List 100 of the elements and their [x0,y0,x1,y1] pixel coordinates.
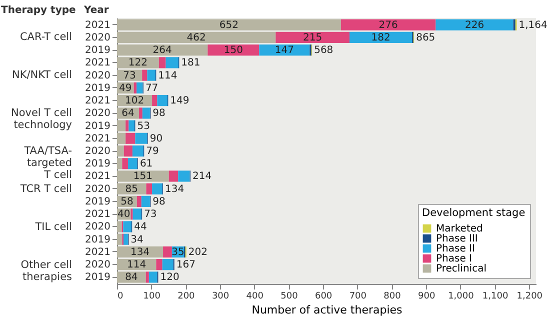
y-tick-label: 2019 [85,45,110,56]
y-tick-label: 2020 [85,260,110,271]
data-label: 652 [219,20,239,31]
x-tick-label: 400 [246,292,264,302]
text: TIL cell [34,221,72,233]
legend-label: Phase I [436,254,472,264]
bar [136,82,143,94]
y-tick-label: 2020 [85,146,110,157]
bar [166,57,178,68]
data-label: 226 [464,20,484,31]
total-label: 1,164 [518,20,548,31]
data-label: 182 [371,32,390,44]
data-label: 264 [152,45,172,56]
total-label: 73 [144,209,157,220]
text: Year [83,5,109,16]
data-label: 276 [378,20,398,31]
y-tick-label: 2021 [85,20,110,31]
y-tick-label: 2021 [85,96,110,107]
y-tick-label: 2020 [85,184,110,195]
legend-label: Phase III [436,234,478,244]
data-label: 64 [122,108,134,120]
bar [436,19,514,30]
total-label: 61 [140,158,153,170]
legend-title: Development stage [422,207,526,219]
y-tick-label: 2019 [85,158,110,170]
y-tick-label: 2019 [85,272,110,284]
data-label: 40 [118,209,130,220]
bar [132,208,142,220]
total-label: 98 [152,196,166,208]
total-label: 44 [134,222,147,233]
y-tick-label: 2021 [85,209,110,220]
bar [168,170,178,182]
data-label: 462 [186,32,206,44]
bar [146,183,152,194]
x-tick-label: 900 [418,292,436,302]
total-label: 167 [176,260,196,271]
text: Therapy type [1,5,76,16]
x-axis-title: Number of active therapies [252,304,403,316]
bar [157,94,168,106]
bar [142,70,148,81]
data-label: 58 [120,196,134,208]
bar [142,108,150,119]
bar [147,70,156,81]
x-tick-label: 1,000 [448,292,474,302]
x-tick-label: 800 [384,292,402,302]
x-tick-label: 300 [212,292,230,302]
data-label: 102 [124,96,144,107]
total-label: 149 [170,96,190,107]
text: NK/NKT cell [12,69,72,81]
text: Novel T cell technology [10,107,72,131]
text: CAR-T cell [20,31,72,43]
x-tick-label: 1,100 [482,292,508,302]
bar [138,108,142,119]
bar [152,183,162,194]
x-tick-label: 600 [314,292,332,302]
y-tick-label: 2021 [85,171,110,182]
bar [152,94,158,106]
legend-label: Preclinical [436,264,486,274]
y-tick-label: 2020 [85,108,110,120]
bar [146,272,149,283]
data-label: 151 [133,171,152,182]
total-label: 34 [130,234,144,246]
total-label: 181 [181,58,200,69]
bar [136,196,142,208]
y-tick-label: 2019 [85,234,110,246]
data-label: 147 [274,45,294,56]
data-label: 150 [224,45,243,56]
data-label: 134 [130,246,150,258]
bar [156,259,162,270]
x-tick-label: 1,200 [516,292,543,302]
y-tick-label: 2019 [85,196,110,208]
data-label: 84 [125,272,138,284]
total-label: 134 [165,184,184,195]
y-tick-label: 2019 [85,120,110,132]
y-tick-label: 2020 [85,222,110,233]
legend-label: Phase II [436,244,475,254]
bar [128,120,135,132]
legend-label: Marketed [436,224,483,234]
x-tick-label: 100 [143,292,161,302]
data-label: 73 [123,70,136,82]
total-label: 53 [137,120,150,132]
total-label: 79 [146,146,159,157]
x-tick-label: 200 [178,292,196,302]
total-label: 202 [188,246,208,258]
total-label: 214 [192,171,212,182]
total-label: 98 [152,108,166,120]
text: TAA/TSA- targeted T cell [23,145,72,181]
total-label: 90 [150,133,163,144]
y-tick-label: 2019 [85,82,110,94]
y-tick-label: 2021 [85,58,110,69]
x-tick-label: 0 [118,292,124,302]
data-label: 85 [125,184,138,195]
bar [178,170,190,182]
bar [148,272,158,283]
data-label: 215 [303,32,322,44]
data-label: 114 [127,260,146,271]
total-label: 865 [416,32,436,44]
x-tick-label: 500 [280,292,298,302]
text: TCR T cell [19,183,72,195]
total-label: 114 [158,70,178,82]
